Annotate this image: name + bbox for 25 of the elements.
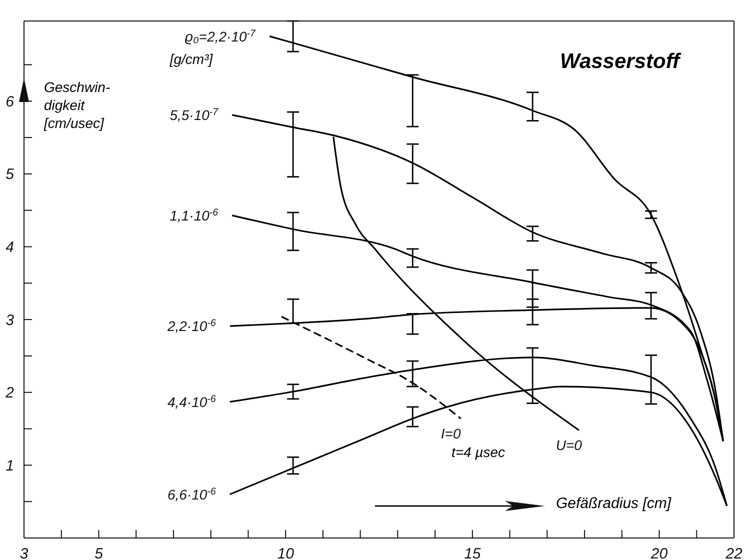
series-label: 2,2·10$^{-6}$ [166, 318, 216, 334]
x-tick-label: 10 [277, 546, 295, 560]
y-axis-title: Geschwin- digkeit [cm/usec] [44, 78, 110, 132]
annotation: [g/cm³] [170, 51, 213, 68]
y-tick-label: 4 [6, 239, 14, 256]
y-tick-label: 5 [6, 166, 15, 184]
x-tick-label: 15 [464, 546, 482, 560]
series-label: 5,5·10$^{-7}$ [170, 106, 219, 123]
y-tick-label: 1 [6, 458, 14, 475]
annotation: t=4 µsec [451, 444, 506, 460]
series-label: 1,1·10$^{-6}$ [170, 206, 219, 224]
y-tick-label: 3 [6, 312, 15, 329]
series-label: ϱ₀=2,2·10$^{-7}$ [184, 28, 256, 44]
x-tick-label: 22 [724, 546, 743, 560]
series-label: U=0 [556, 437, 582, 454]
x-tick-label: 3 [20, 546, 29, 560]
x-tick-label: 20 [650, 546, 668, 560]
text: Wasserstoff [560, 50, 680, 74]
x-axis-title: Gefäßradius [cm] [556, 495, 672, 512]
series-label: I=0 [440, 426, 461, 442]
y-tick-label: 6 [6, 93, 15, 110]
series-label: 6,6·10$^{-6}$ [167, 486, 216, 502]
x-tick-label: 5 [94, 546, 104, 560]
y-tick-label: 2 [4, 384, 15, 402]
series-label: 4,4·10$^{-6}$ [167, 393, 216, 410]
